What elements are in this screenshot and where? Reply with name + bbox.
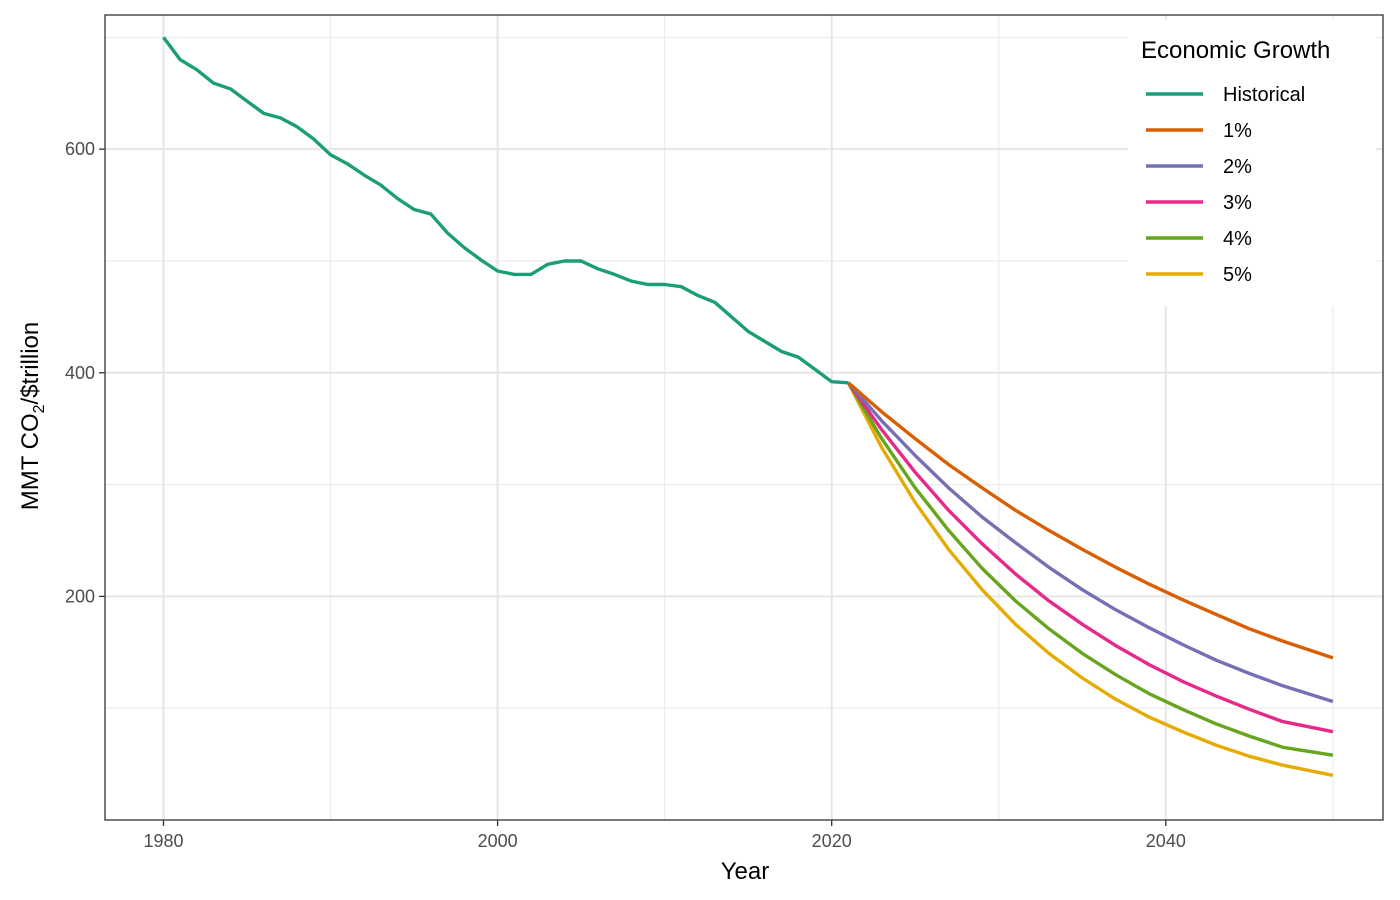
series-line-historical	[162, 36, 849, 385]
y-tick-label: 600	[65, 139, 95, 159]
legend-label-5pct: 5%	[1223, 264, 1252, 286]
legend: Economic Growth Historical 1% 2% 3% 4% 5%	[1128, 20, 1376, 306]
x-tick-label: 2040	[1146, 831, 1186, 851]
series-line-2pct	[847, 381, 1334, 704]
series-line-5pct	[846, 382, 1334, 777]
x-axis-title: Year	[721, 858, 770, 885]
series-line-3pct	[847, 381, 1334, 734]
legend-items: Historical 1% 2% 3% 4% 5%	[1146, 84, 1305, 286]
x-tick-label: 2020	[812, 831, 852, 851]
grid	[105, 15, 1383, 820]
series-lines	[162, 36, 1334, 777]
axis-ticks: 1980 2000 2020 2040 200 400 600	[65, 139, 1186, 851]
plot-panel-border	[104, 14, 1384, 821]
legend-background	[1128, 20, 1376, 306]
legend-label-4pct: 4%	[1223, 228, 1252, 250]
legend-label-historical: Historical	[1223, 84, 1305, 106]
legend-label-3pct: 3%	[1223, 192, 1252, 214]
legend-title: Economic Growth	[1141, 37, 1330, 64]
legend-label-2pct: 2%	[1223, 156, 1252, 178]
y-tick-label: 200	[65, 586, 95, 606]
x-tick-label: 2000	[478, 831, 518, 851]
y-tick-label: 400	[65, 363, 95, 383]
legend-label-1pct: 1%	[1223, 120, 1252, 142]
series-line-4pct	[846, 381, 1334, 757]
y-axis-title: MMT CO2/$trillion	[17, 322, 48, 511]
x-tick-label: 1980	[143, 831, 183, 851]
series-line-1pct	[847, 381, 1334, 660]
